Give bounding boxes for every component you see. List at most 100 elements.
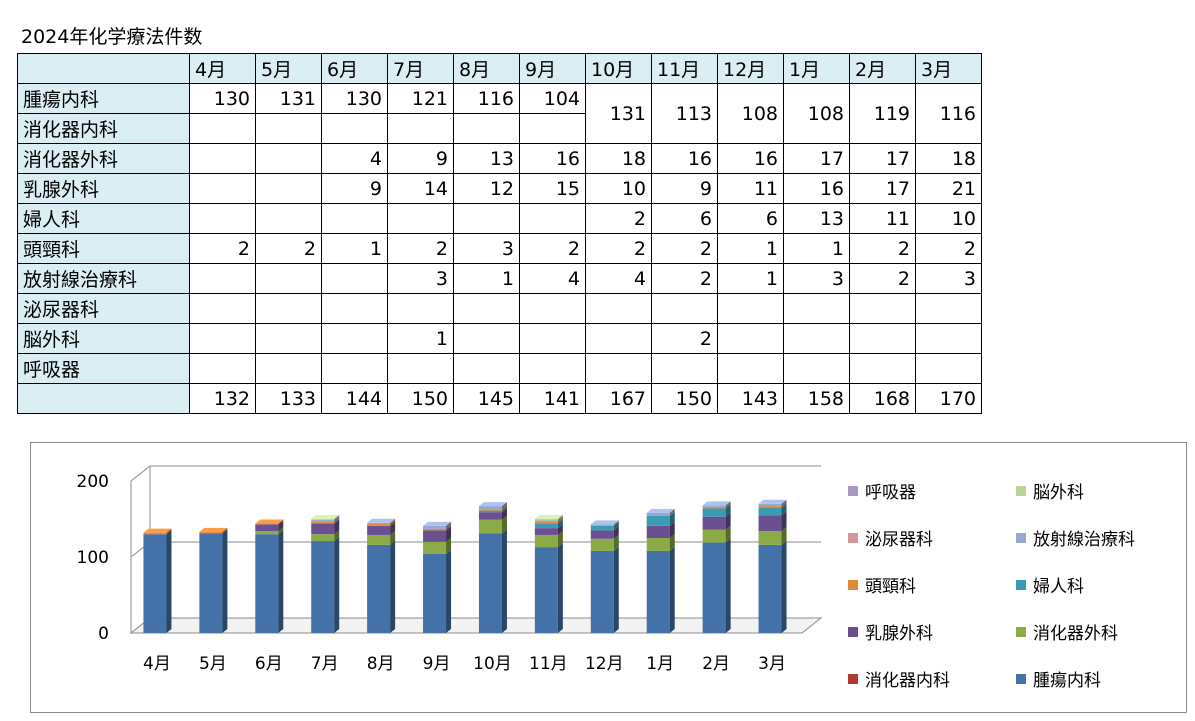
legend-item: 乳腺外科 — [848, 619, 933, 644]
bar-segment — [590, 534, 619, 551]
legend-swatch — [848, 673, 858, 684]
legend-swatch — [1016, 532, 1026, 543]
bar-top-face — [311, 515, 340, 519]
bar-top-face — [255, 519, 284, 524]
month-header-cell: 12月 — [717, 53, 784, 84]
month-header-cell: 2月 — [849, 53, 916, 84]
bar-segment — [534, 515, 563, 521]
count-cell — [651, 353, 718, 384]
counts-table: 4月 5月 6月 7月 8月 9月 10月 11月 12月 1月 2月 3月 腫瘍内科 130 131 130… — [17, 53, 982, 414]
totals-label-cell — [17, 383, 190, 414]
bar-top-face — [702, 501, 731, 506]
count-cell: 3 — [387, 263, 454, 294]
count-cell: 16 — [651, 143, 718, 174]
count-cell: 9 — [651, 173, 718, 204]
count-cell: 131 — [585, 83, 652, 144]
bar-segment — [478, 506, 507, 513]
count-cell — [255, 293, 322, 324]
department-name-cell: 乳腺外科 — [17, 173, 190, 204]
count-cell — [387, 293, 454, 324]
bar-segment — [702, 525, 731, 543]
total-cell: 150 — [387, 383, 454, 414]
bar-segment — [758, 503, 787, 516]
count-cell: 116 — [915, 83, 982, 144]
legend-item: 消化器外科 — [1016, 619, 1118, 644]
count-cell: 3 — [783, 263, 850, 294]
count-cell — [189, 113, 256, 144]
count-cell — [189, 323, 256, 354]
count-cell: 119 — [849, 83, 916, 144]
bar-segment — [255, 519, 284, 525]
count-cell: 11 — [849, 203, 916, 234]
legend-label: 消化器外科 — [1033, 624, 1118, 644]
bar-segment — [646, 546, 675, 633]
count-cell: 4 — [585, 263, 652, 294]
bar-segment — [478, 505, 507, 511]
bar-segment — [311, 537, 340, 633]
stacked-bar — [311, 515, 340, 633]
count-cell: 108 — [783, 83, 850, 144]
count-cell: 130 — [189, 83, 256, 114]
bar-segment — [590, 521, 619, 526]
legend-label: 泌尿器科 — [865, 530, 933, 550]
count-cell — [189, 143, 256, 174]
count-cell: 21 — [915, 173, 982, 204]
table-row: 呼吸器 — [17, 353, 982, 384]
bar-segment — [590, 526, 619, 539]
bar-top-face — [758, 499, 787, 504]
count-cell — [387, 353, 454, 384]
count-cell: 2 — [519, 233, 586, 264]
bar-top-face — [478, 502, 507, 507]
legend-item: 頭頸科 — [848, 572, 916, 597]
count-cell: 2 — [849, 263, 916, 294]
legend-item: 消化器内科 — [848, 666, 950, 691]
bar-segment — [702, 512, 731, 530]
count-cell — [651, 293, 718, 324]
bar-segment — [311, 515, 340, 520]
count-cell — [453, 113, 520, 144]
bar-segment — [646, 511, 675, 516]
legend-label: 呼吸器 — [865, 483, 916, 503]
count-cell — [321, 263, 388, 294]
count-cell — [849, 293, 916, 324]
bar-segment — [423, 549, 452, 633]
x-tick-label: 5月 — [199, 654, 227, 674]
count-cell — [255, 323, 322, 354]
count-cell: 1 — [717, 263, 784, 294]
bar-segment — [646, 521, 675, 538]
count-cell — [585, 323, 652, 354]
count-cell: 6 — [651, 203, 718, 234]
stacked-bar-chart: 0 100 200 4月 5月 6月 7月 8月 9月 10月 11月 12月 1月 2月 3月 呼吸器 脳外… — [30, 442, 1187, 713]
count-cell — [387, 203, 454, 234]
count-cell: 2 — [651, 263, 718, 294]
x-tick-label: 7月 — [311, 654, 339, 674]
total-cell: 145 — [453, 383, 520, 414]
count-cell — [189, 353, 256, 384]
count-cell: 121 — [387, 83, 454, 114]
bar-segment — [478, 515, 507, 534]
total-cell: 133 — [255, 383, 322, 414]
count-cell — [189, 263, 256, 294]
table-header-row: 4月 5月 6月 7月 8月 9月 10月 11月 12月 1月 2月 3月 — [17, 53, 982, 84]
legend-swatch — [1016, 485, 1026, 496]
bar-segment — [758, 499, 787, 507]
bar-segment — [478, 508, 507, 520]
bar-segment — [646, 508, 675, 516]
table-row: 泌尿器科 — [17, 293, 982, 324]
count-cell: 2 — [915, 233, 982, 264]
count-cell — [321, 293, 388, 324]
count-cell — [255, 113, 322, 144]
bar-segment — [534, 543, 563, 633]
total-cell: 150 — [651, 383, 718, 414]
count-cell — [255, 173, 322, 204]
bar-top-face — [646, 508, 675, 513]
count-cell — [915, 353, 982, 384]
legend-item: 婦人科 — [1016, 572, 1084, 597]
count-cell: 13 — [783, 203, 850, 234]
count-cell — [717, 353, 784, 384]
count-cell: 3 — [915, 263, 982, 294]
bar-segment — [590, 520, 619, 526]
bar-top-face — [143, 528, 172, 533]
legend-swatch — [1016, 626, 1026, 637]
bar-segment — [367, 518, 396, 524]
